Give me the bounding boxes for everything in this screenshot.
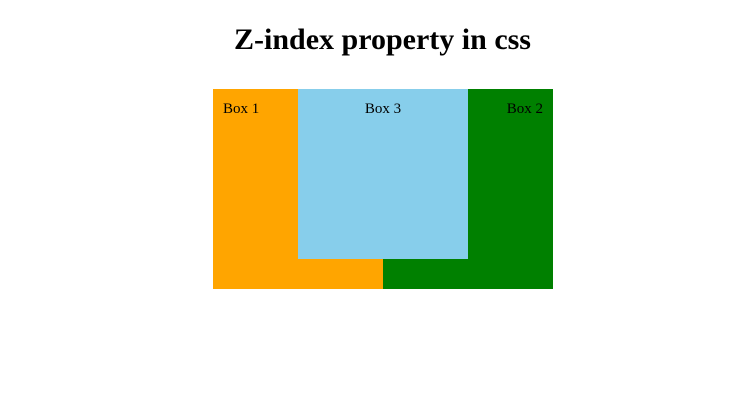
page-title: Z-index property in css bbox=[234, 23, 531, 56]
box-3: Box 3 bbox=[298, 89, 468, 259]
box-2-label: Box 2 bbox=[506, 101, 543, 117]
box-1-label: Box 1 bbox=[223, 101, 260, 117]
box-3-label: Box 3 bbox=[364, 101, 402, 117]
boxes-container: Box 1 Box 2 Box 3 bbox=[213, 89, 553, 289]
